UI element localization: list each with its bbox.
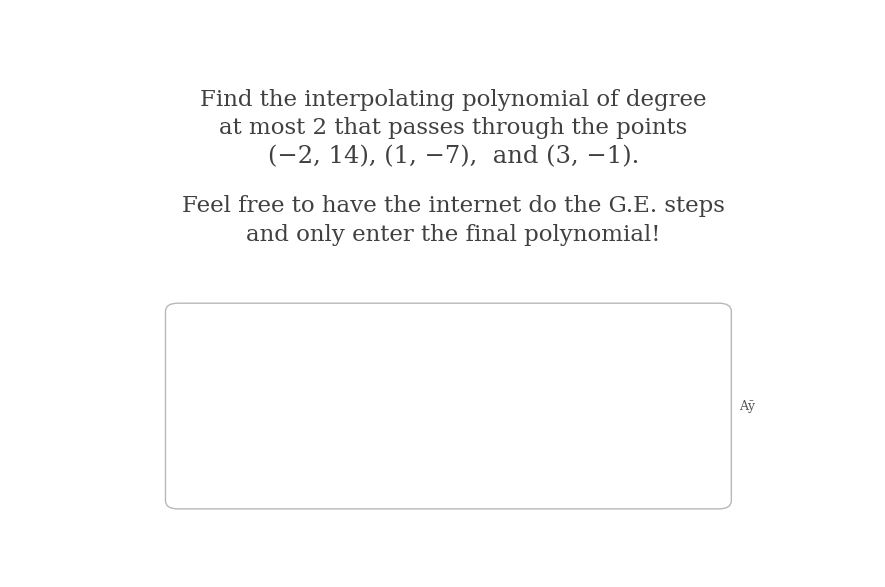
Text: (−2, 14), (1, −7),  and (3, −1).: (−2, 14), (1, −7), and (3, −1). [268, 145, 639, 168]
Text: and only enter the final polynomial!: and only enter the final polynomial! [246, 224, 661, 245]
Text: at most 2 that passes through the points: at most 2 that passes through the points [219, 117, 688, 139]
Text: Find the interpolating polynomial of degree: Find the interpolating polynomial of deg… [200, 89, 707, 111]
FancyBboxPatch shape [165, 303, 731, 509]
Text: Feel free to have the internet do the G.E. steps: Feel free to have the internet do the G.… [182, 195, 725, 217]
Text: Aȳ: Aȳ [739, 400, 755, 413]
